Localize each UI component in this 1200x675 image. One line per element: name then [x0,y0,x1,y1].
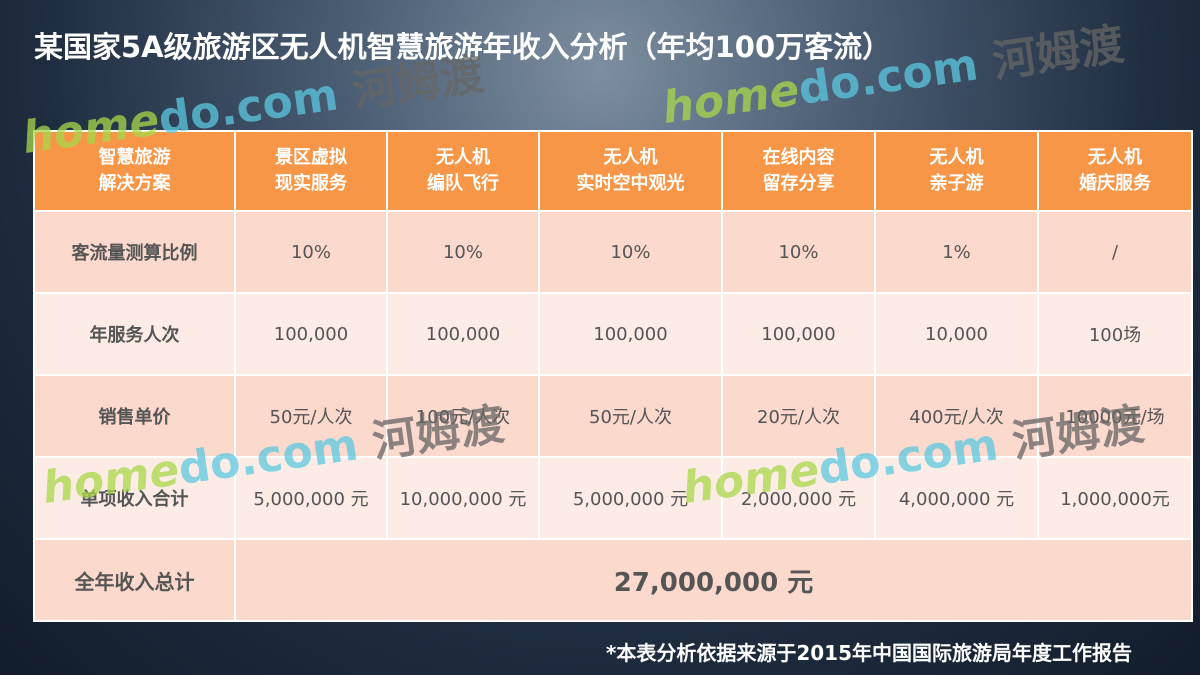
table-cell: 100,000 [386,292,540,376]
row-header: 销售单价 [33,374,236,458]
table-cell: 10,000,000 元 [386,456,540,540]
table-cell: 100元/人次 [386,374,540,458]
total-label: 全年收入总计 [33,538,236,622]
table-cell: 100,000 [234,292,388,376]
table-cell: 100场 [1037,292,1193,376]
table-cell: 20元/人次 [721,374,876,458]
table-cell: 400元/人次 [874,374,1039,458]
table-cell: 2,000,000 元 [721,456,876,540]
table-cell: 100,000 [721,292,876,376]
table-cell: 10% [386,210,540,294]
table-cell: 5,000,000 元 [234,456,388,540]
column-header: 智慧旅游 解决方案 [33,130,236,212]
column-header: 无人机 亲子游 [874,130,1039,212]
table-cell: 50元/人次 [234,374,388,458]
table-cell: 1% [874,210,1039,294]
table-header-row: 智慧旅游 解决方案 景区虚拟 现实服务 无人机 编队飞行 无人机 实时空中观光 在线内容… [33,130,1193,212]
column-header: 景区虚拟 现实服务 [234,130,388,212]
total-value: 27,000,000 元 [234,538,1193,622]
table-cell: 1,000,000元 [1037,456,1193,540]
table-cell: / [1037,210,1193,294]
table-cell: 10,000 [874,292,1039,376]
table-cell: 10% [234,210,388,294]
table-row: 销售单价 50元/人次 100元/人次 50元/人次 20元/人次 400元/人次 1000… [33,374,1193,458]
column-header: 无人机 实时空中观光 [538,130,723,212]
column-header: 无人机 婚庆服务 [1037,130,1193,212]
table-cell: 100,000 [538,292,723,376]
revenue-table: 智慧旅游 解决方案 景区虚拟 现实服务 无人机 编队飞行 无人机 实时空中观光 在线内容… [33,130,1193,622]
table-cell: 4,000,000 元 [874,456,1039,540]
table-cell: 10000元/场 [1037,374,1193,458]
slide-title: 某国家5A级旅游区无人机智慧旅游年收入分析（年均100万客流） [34,30,892,64]
total-row: 全年收入总计 27,000,000 元 [33,538,1193,622]
table-cell: 50元/人次 [538,374,723,458]
table-cell: 10% [721,210,876,294]
row-header: 年服务人次 [33,292,236,376]
row-header: 单项收入合计 [33,456,236,540]
table-row: 单项收入合计 5,000,000 元 10,000,000 元 5,000,000 元… [33,456,1193,540]
table-row: 客流量测算比例 10% 10% 10% 10% 1% / [33,210,1193,294]
column-header: 无人机 编队飞行 [386,130,540,212]
table-cell: 5,000,000 元 [538,456,723,540]
row-header: 客流量测算比例 [33,210,236,294]
footnote: *本表分析依据来源于2015年中国国际旅游局年度工作报告 [605,641,1132,665]
table-cell: 10% [538,210,723,294]
column-header: 在线内容 留存分享 [721,130,876,212]
table-row: 年服务人次 100,000 100,000 100,000 100,000 10,000 1… [33,292,1193,376]
